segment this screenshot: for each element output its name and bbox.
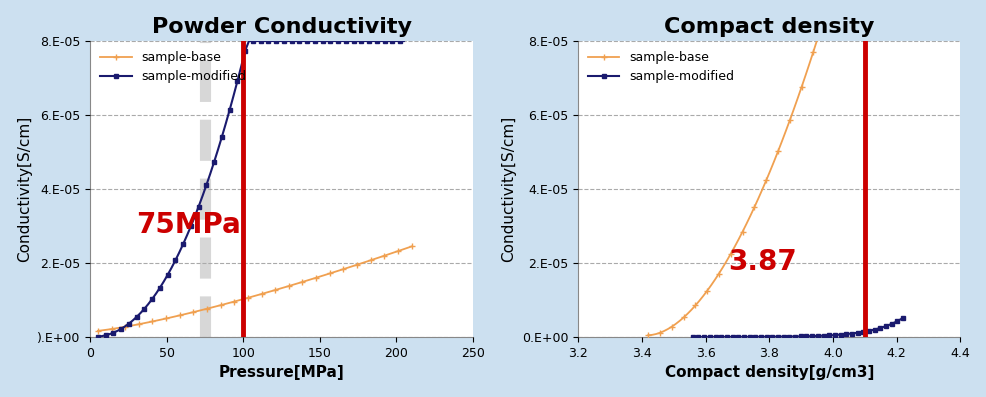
X-axis label: Compact density[g/cm3]: Compact density[g/cm3] [664,365,873,380]
Text: 3.87: 3.87 [727,249,796,276]
sample-base [165,315,176,320]
sample-base [716,265,728,270]
sample-base [642,333,654,337]
sample-modified [367,39,379,43]
sample-base [174,313,185,318]
sample-modified [228,94,240,98]
sample-modified [896,316,908,320]
sample-modified [686,335,698,339]
sample-base [187,310,199,314]
sample-modified [243,39,254,43]
sample-base [92,328,104,333]
sample-modified [397,39,409,43]
sample-modified [281,39,293,43]
sample-base [360,259,372,264]
Legend: sample-base, sample-modified: sample-base, sample-modified [97,47,250,87]
Y-axis label: Conductivity[S/cm]: Conductivity[S/cm] [17,116,32,262]
sample-modified [305,39,317,43]
sample-modified [92,334,104,339]
Legend: sample-base, sample-modified: sample-base, sample-modified [584,47,738,87]
sample-modified [845,331,857,336]
sample-modified [293,39,305,43]
Title: Compact density: Compact density [664,17,874,37]
sample-base [700,288,712,293]
X-axis label: Pressure[MPa]: Pressure[MPa] [219,365,344,380]
Text: 75MPa: 75MPa [136,212,241,239]
sample-base [405,244,417,249]
Line: sample-modified: sample-modified [96,39,406,339]
sample-modified [860,329,872,334]
sample-base [264,289,276,294]
sample-base [747,205,759,210]
sample-modified [874,326,885,330]
sample-base [771,149,783,154]
Title: Powder Conductivity: Powder Conductivity [152,17,411,37]
Line: sample-modified: sample-modified [689,315,904,339]
sample-modified [703,335,715,339]
Line: sample-base: sample-base [645,0,902,338]
sample-base [355,261,367,266]
sample-modified [278,39,290,43]
Line: sample-base: sample-base [95,244,414,333]
sample-modified [851,330,863,335]
sample-modified [854,330,866,335]
Y-axis label: Conductivity[S/cm]: Conductivity[S/cm] [501,116,516,262]
